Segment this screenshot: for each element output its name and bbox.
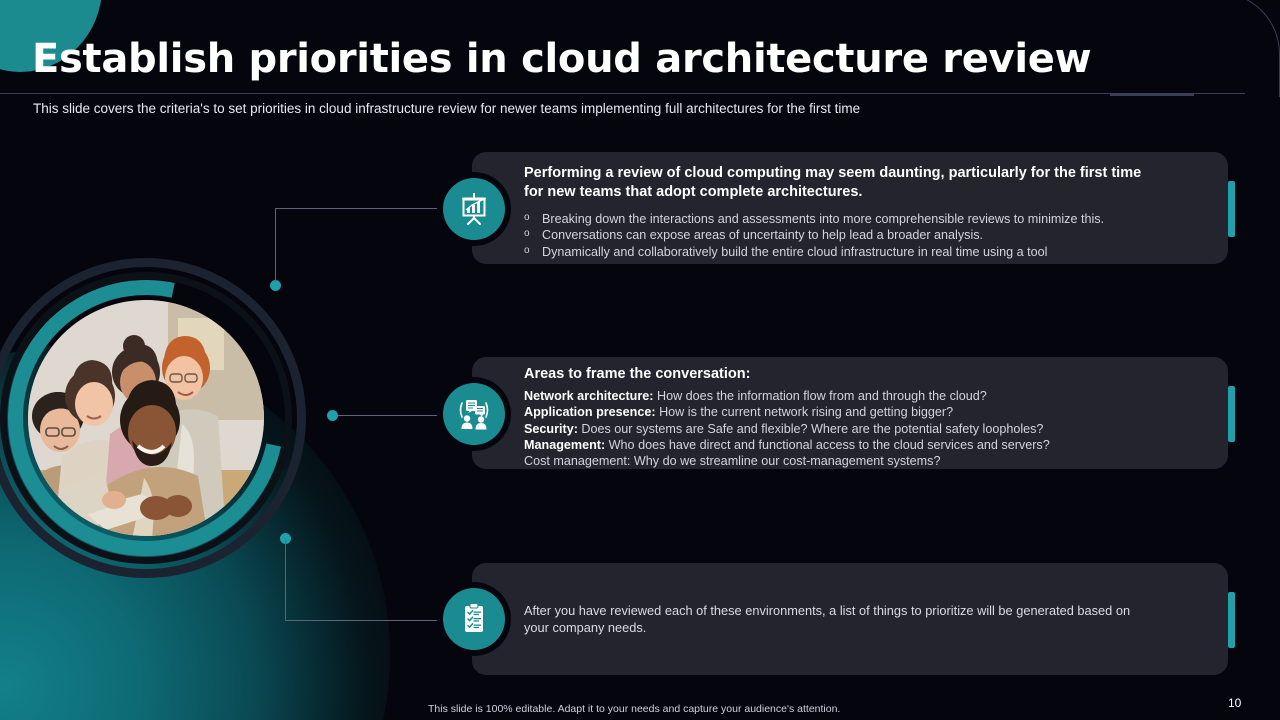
card-2-row-3-text: Does our systems are Safe and flexible? …: [577, 421, 1044, 436]
card-2-heading: Areas to frame the conversation:: [524, 366, 751, 382]
list-item: Dynamically and collaboratively build th…: [518, 244, 1218, 260]
card-3-accent-bar: [1228, 592, 1235, 648]
connector-line-1-vertical: [275, 208, 276, 282]
card-2[interactable]: [472, 357, 1228, 469]
page-title: Establish priorities in cloud architectu…: [32, 36, 1092, 82]
card-3-paragraph-line-1: After you have reviewed each of these en…: [524, 603, 1131, 618]
card-2-row-4-text: Who does have direct and functional acce…: [605, 437, 1050, 452]
card-1-accent-bar: [1228, 181, 1235, 237]
header-divider: [0, 93, 1245, 94]
card-1-heading-line-1: Performing a review of cloud computing m…: [524, 165, 1142, 181]
conversation-people-icon: [443, 383, 505, 445]
card-2-row-1-label: Network architecture:: [524, 389, 654, 404]
team-photo-graphic: [0, 227, 337, 609]
card-3-paragraph-line-2: your company needs.: [524, 619, 647, 635]
list-item: Breaking down the interactions and asses…: [518, 211, 1218, 227]
presentation-chart-icon: [443, 178, 505, 240]
footer-note: This slide is 100% editable. Adapt it to…: [428, 703, 841, 715]
team-photo: [28, 300, 264, 536]
list-item: Conversations can expose areas of uncert…: [518, 227, 1218, 243]
page-subtitle: This slide covers the criteria's to set …: [33, 101, 861, 116]
card-2-row-5-text: Cost management: Why do we streamline ou…: [524, 454, 941, 469]
connector-line-3-vertical: [285, 540, 286, 620]
page-number: 10: [1228, 696, 1242, 710]
card-2-row-1-text: How does the information flow from and t…: [653, 389, 987, 404]
connector-dot-1: [270, 280, 281, 291]
card-2-row-5: Cost management: Why do we streamline ou…: [524, 453, 1224, 469]
connector-dot-3: [280, 533, 291, 544]
top-right-corner-line-extension: [1110, 94, 1194, 96]
card-2-row-2-label: Application presence:: [524, 405, 656, 420]
card-1-bullet-list: Breaking down the interactions and asses…: [518, 211, 1218, 260]
connector-line-3-horizontal: [285, 620, 460, 621]
card-3-paragraph: After you have reviewed each of these en…: [524, 603, 1174, 637]
top-right-corner-line: [1193, 0, 1280, 97]
card-2-row-3-label: Security:: [524, 421, 578, 436]
card-2-row-2: Application presence: How is the current…: [524, 404, 1224, 420]
card-1-heading: Performing a review of cloud computing m…: [524, 164, 1214, 202]
card-2-accent-bar: [1228, 386, 1235, 442]
card-2-row-2-text: How is the current network rising and ge…: [655, 405, 954, 420]
card-2-row-4-label: Management:: [524, 437, 606, 452]
card-2-row-1: Network architecture: How does the infor…: [524, 388, 1224, 404]
card-3[interactable]: [472, 563, 1228, 675]
connector-line-1-horizontal: [275, 208, 457, 209]
card-1-heading-line-2: for new teams that adopt complete archit…: [524, 184, 863, 201]
photo-ring-inner: [0, 272, 292, 564]
card-2-row-4: Management: Who does have direct and fun…: [524, 437, 1224, 453]
card-2-content: Areas to frame the conversation: Network…: [524, 365, 1224, 469]
photo-ring-outer: [0, 258, 306, 578]
checklist-clipboard-icon: [443, 588, 505, 650]
connector-dot-2: [327, 410, 338, 421]
card-2-row-3: Security: Does our systems are Safe and …: [524, 421, 1224, 437]
connector-line-2-horizontal: [338, 415, 458, 416]
